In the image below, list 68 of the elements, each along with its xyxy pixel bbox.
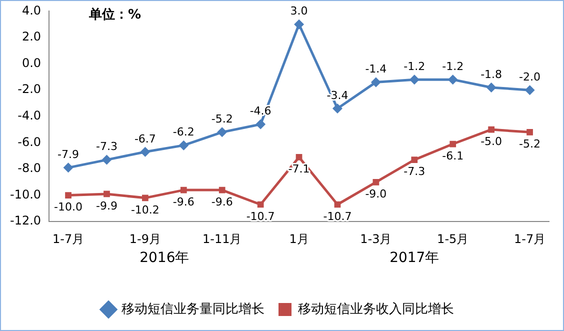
point xyxy=(178,140,189,150)
point xyxy=(486,82,496,92)
data-label: -10.7 xyxy=(323,210,352,223)
data-label: -9.6 xyxy=(172,195,194,208)
x-tick-label: 1-3月 xyxy=(360,232,392,246)
x-tick-label: 1-7月 xyxy=(514,232,546,246)
data-label: -7.9 xyxy=(58,148,80,162)
point xyxy=(448,74,458,85)
point xyxy=(256,119,266,130)
point xyxy=(409,74,420,85)
y-tick-label: -2.0 xyxy=(18,82,42,96)
point xyxy=(411,156,418,163)
data-label: -9.6 xyxy=(211,195,233,208)
data-label: -1.8 xyxy=(480,68,502,81)
data-label: 3.0 xyxy=(290,4,308,18)
point xyxy=(370,77,381,88)
text: 2016年 xyxy=(140,250,190,266)
point xyxy=(63,162,74,173)
data-label: -6.2 xyxy=(172,126,194,139)
point xyxy=(372,178,380,186)
data-label: -7.3 xyxy=(96,140,118,154)
y-tick-label: -8.0 xyxy=(18,161,42,176)
data-label: -7.3 xyxy=(404,165,426,178)
point xyxy=(296,154,302,160)
data-label: -6.1 xyxy=(442,149,464,162)
data-label: -1.2 xyxy=(404,60,426,73)
point xyxy=(142,194,148,202)
text: 2017年 xyxy=(390,250,440,266)
point xyxy=(180,186,187,194)
y-tick-label: -10.0 xyxy=(10,187,42,202)
x-tick-label: 1-9月 xyxy=(129,232,161,246)
point xyxy=(140,146,150,157)
data-label: -5.2 xyxy=(519,138,541,151)
data-label: -5.0 xyxy=(480,134,502,148)
point xyxy=(526,129,533,136)
y-tick-label: 0.0 xyxy=(22,56,42,70)
point xyxy=(217,127,228,138)
x-tick-label: 1-7月 xyxy=(52,232,84,246)
data-label: -10.2 xyxy=(130,203,160,216)
data-label: -2.0 xyxy=(519,70,541,84)
x-tick-label: 1-5月 xyxy=(437,232,469,246)
point xyxy=(102,154,112,165)
data-label: -1.4 xyxy=(365,62,387,76)
point xyxy=(65,192,72,198)
point xyxy=(488,126,494,133)
point xyxy=(524,85,535,96)
y-tick-label: -12.0 xyxy=(10,214,42,228)
data-label: -5.2 xyxy=(211,112,233,126)
y-tick-label: 2.0 xyxy=(22,30,42,44)
x-tick-label: 1月 xyxy=(289,232,309,246)
point xyxy=(294,19,304,30)
annotation: 单位：% xyxy=(88,6,142,23)
data-label: -1.2 xyxy=(442,60,464,73)
y-tick-label: -6.0 xyxy=(18,134,42,149)
legend-label: 移动短信业务量同比增长 xyxy=(122,302,264,317)
legend-label: 移动短信业务收入同比增长 xyxy=(298,302,454,317)
point xyxy=(104,190,110,198)
data-label: -9.0 xyxy=(365,188,387,201)
point xyxy=(332,104,342,114)
y-tick-label: -4.0 xyxy=(18,108,42,123)
data-label: -10.7 xyxy=(246,210,275,223)
y-tick-label: 4.0 xyxy=(22,3,42,18)
data-label: -10.0 xyxy=(54,200,83,214)
point xyxy=(450,140,456,148)
data-label: -6.7 xyxy=(134,132,156,146)
data-label: -9.9 xyxy=(96,199,118,212)
x-tick-label: 1-11月 xyxy=(202,232,242,246)
point xyxy=(218,186,226,194)
